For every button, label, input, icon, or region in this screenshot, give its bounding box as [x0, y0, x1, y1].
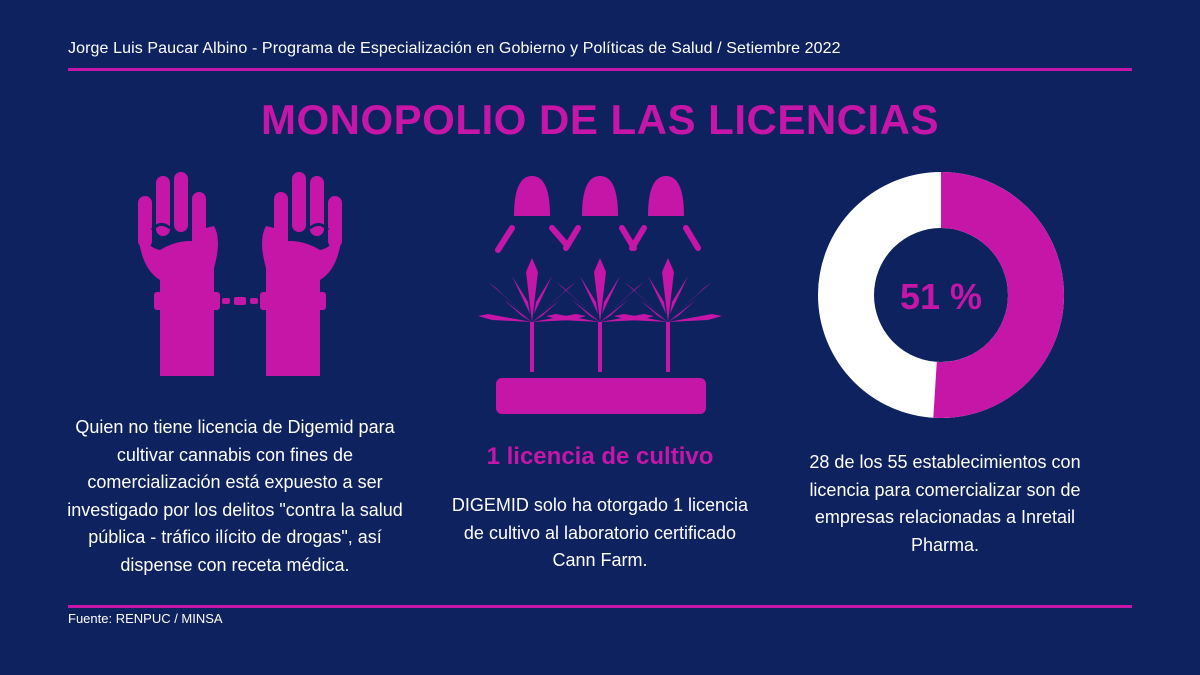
top-divider — [68, 68, 1132, 71]
author-header: Jorge Luis Paucar Albino - Programa de E… — [68, 40, 841, 57]
col2-subtitle: 1 licencia de cultivo — [486, 443, 714, 470]
col1-description: Quien no tiene licencia de Digemid para … — [67, 417, 403, 575]
bottom-divider — [68, 605, 1132, 608]
donut-value-arc — [933, 172, 1064, 418]
cannabis-grow-lights-icon — [478, 176, 722, 414]
donut-chart: 51 % — [818, 172, 1064, 418]
col2-description: DIGEMID solo ha otorgado 1 licencia de c… — [451, 495, 749, 570]
page-title: MONOPOLIO DE LAS LICENCIAS — [260, 96, 940, 143]
source-note: Fuente: RENPUC / MINSA — [68, 611, 223, 626]
donut-percent-label: 51 % — [900, 276, 982, 317]
handcuffed-hands-icon — [138, 172, 342, 376]
col3-description: 28 de los 55 establecimientos con licenc… — [809, 452, 1081, 555]
